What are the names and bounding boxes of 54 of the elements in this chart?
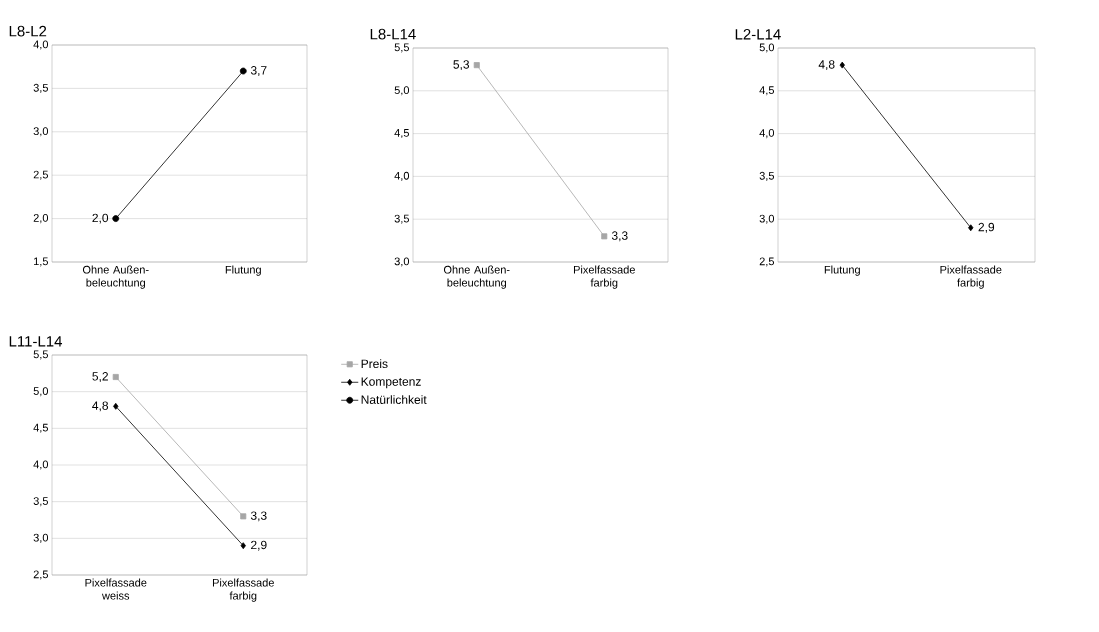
- legend-label: Preis: [361, 359, 388, 369]
- data-label: 3,7: [250, 66, 267, 76]
- y-tick-label: 3,0: [394, 257, 410, 267]
- y-tick-label: 2,5: [33, 570, 48, 580]
- y-tick-label: 2,0: [33, 214, 49, 224]
- legend-label: Natürlichkeit: [361, 395, 427, 404]
- chart-title: L2-L14: [735, 28, 781, 40]
- y-tick-label: 4,5: [394, 129, 409, 139]
- data-label: 5,3: [453, 60, 470, 71]
- y-tick-label: 5,0: [759, 43, 775, 53]
- x-tick-label: Ohne Außen- beleuchtung: [82, 265, 149, 289]
- x-tick-label: Pixelfassade farbig: [212, 578, 274, 602]
- y-tick-label: 3,5: [394, 214, 409, 224]
- y-tick-label: 3,5: [759, 171, 775, 181]
- point: [240, 542, 246, 550]
- point: [113, 402, 119, 410]
- y-tick-label: 3,0: [33, 533, 49, 543]
- point: [240, 513, 247, 520]
- y-tick-label: 4,0: [33, 40, 49, 50]
- y-tick-label: 4,5: [759, 86, 775, 96]
- y-tick-label: 2,5: [33, 170, 48, 180]
- y-tick-label: 5,0: [394, 86, 410, 96]
- y-tick-label: 3,0: [759, 214, 775, 224]
- data-label: 3,3: [250, 511, 267, 522]
- chart-title: L8-L2: [9, 25, 47, 37]
- x-tick-label: Pixelfassade farbig: [573, 265, 635, 289]
- y-tick-label: 4,0: [394, 171, 410, 181]
- y-tick-label: 5,5: [33, 350, 48, 360]
- y-tick-label: 3,0: [33, 127, 49, 137]
- data-label: 5,2: [92, 372, 108, 382]
- x-tick-label: Ohne Außen- beleuchtung: [443, 265, 510, 289]
- data-label: 4,8: [92, 401, 109, 412]
- y-tick-label: 4,5: [33, 423, 48, 433]
- y-tick-label: 2,5: [759, 257, 775, 267]
- data-label: 2,0: [92, 213, 109, 224]
- x-tick-label: Flutung: [824, 265, 860, 276]
- y-tick-label: 3,5: [33, 83, 48, 93]
- y-tick-label: 4,0: [33, 460, 49, 470]
- x-tick-label: Flutung: [225, 265, 261, 276]
- y-tick-label: 5,0: [33, 387, 49, 397]
- y-tick-label: 5,5: [394, 43, 409, 53]
- x-tick-label: Pixelfassade weiss: [85, 578, 147, 600]
- y-tick-label: 3,5: [33, 497, 48, 507]
- data-label: 3,3: [611, 231, 628, 242]
- x-tick-label: Pixelfassade farbig: [940, 265, 1002, 289]
- chart-title: L8-L14: [370, 28, 416, 40]
- y-tick-label: 4,0: [759, 129, 775, 139]
- data-label: 2,9: [978, 222, 995, 233]
- point: [112, 374, 119, 380]
- y-tick-label: 1,5: [34, 257, 48, 267]
- chart-title: L11-L14: [9, 336, 63, 347]
- data-label: 4,8: [818, 60, 835, 71]
- data-label: 2,9: [251, 540, 267, 551]
- legend-label: Kompetenz: [361, 377, 421, 389]
